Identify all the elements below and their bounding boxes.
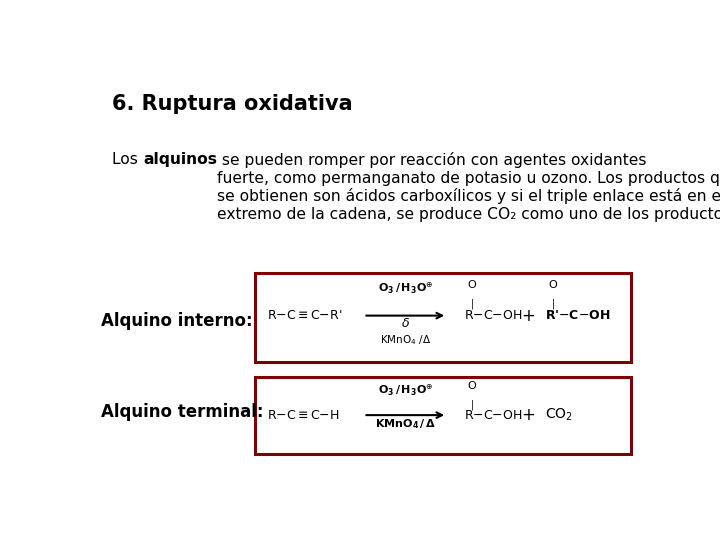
Text: O: O <box>549 280 557 290</box>
Text: alquinos: alquinos <box>143 152 217 167</box>
Bar <box>255 377 631 454</box>
Text: $\delta$: $\delta$ <box>401 317 410 330</box>
Text: $\mathbf{O_3\,/\,H_3O}$$^{\oplus}$: $\mathbf{O_3\,/\,H_3O}$$^{\oplus}$ <box>377 281 433 296</box>
Text: |: | <box>471 299 474 309</box>
Text: $\mathbf{KMnO_4\,/\,\Delta}$: $\mathbf{KMnO_4\,/\,\Delta}$ <box>374 417 436 431</box>
Text: |: | <box>552 299 555 309</box>
Text: O: O <box>468 280 477 290</box>
Text: KMnO$_4$ /$\Delta$: KMnO$_4$ /$\Delta$ <box>379 333 431 347</box>
Text: Los: Los <box>112 152 143 167</box>
Text: Alquino interno:: Alquino interno: <box>101 312 253 329</box>
Text: se pueden romper por reacción con agentes oxidantes
fuerte, como permanganato de: se pueden romper por reacción con agente… <box>217 152 720 221</box>
Text: |: | <box>471 400 474 410</box>
Text: R$-$C$-$OH: R$-$C$-$OH <box>464 309 522 322</box>
Text: +: + <box>521 406 535 424</box>
Text: R$-$C$-$OH: R$-$C$-$OH <box>464 409 522 422</box>
Text: Alquino terminal:: Alquino terminal: <box>101 403 264 421</box>
Text: R$-$C$\equiv$C$-$H: R$-$C$\equiv$C$-$H <box>267 409 340 422</box>
Text: 6. Ruptura oxidativa: 6. Ruptura oxidativa <box>112 94 353 114</box>
Text: $\mathbf{O_3\,/\,H_3O}$$^{\oplus}$: $\mathbf{O_3\,/\,H_3O}$$^{\oplus}$ <box>377 382 433 397</box>
Bar <box>255 273 631 362</box>
Text: R'$-$C$-$OH: R'$-$C$-$OH <box>545 309 611 322</box>
Text: +: + <box>521 307 535 325</box>
Text: R$-$C$\equiv$C$-$R': R$-$C$\equiv$C$-$R' <box>267 309 342 322</box>
Text: O: O <box>468 381 477 391</box>
Text: CO$_2$: CO$_2$ <box>545 407 572 423</box>
